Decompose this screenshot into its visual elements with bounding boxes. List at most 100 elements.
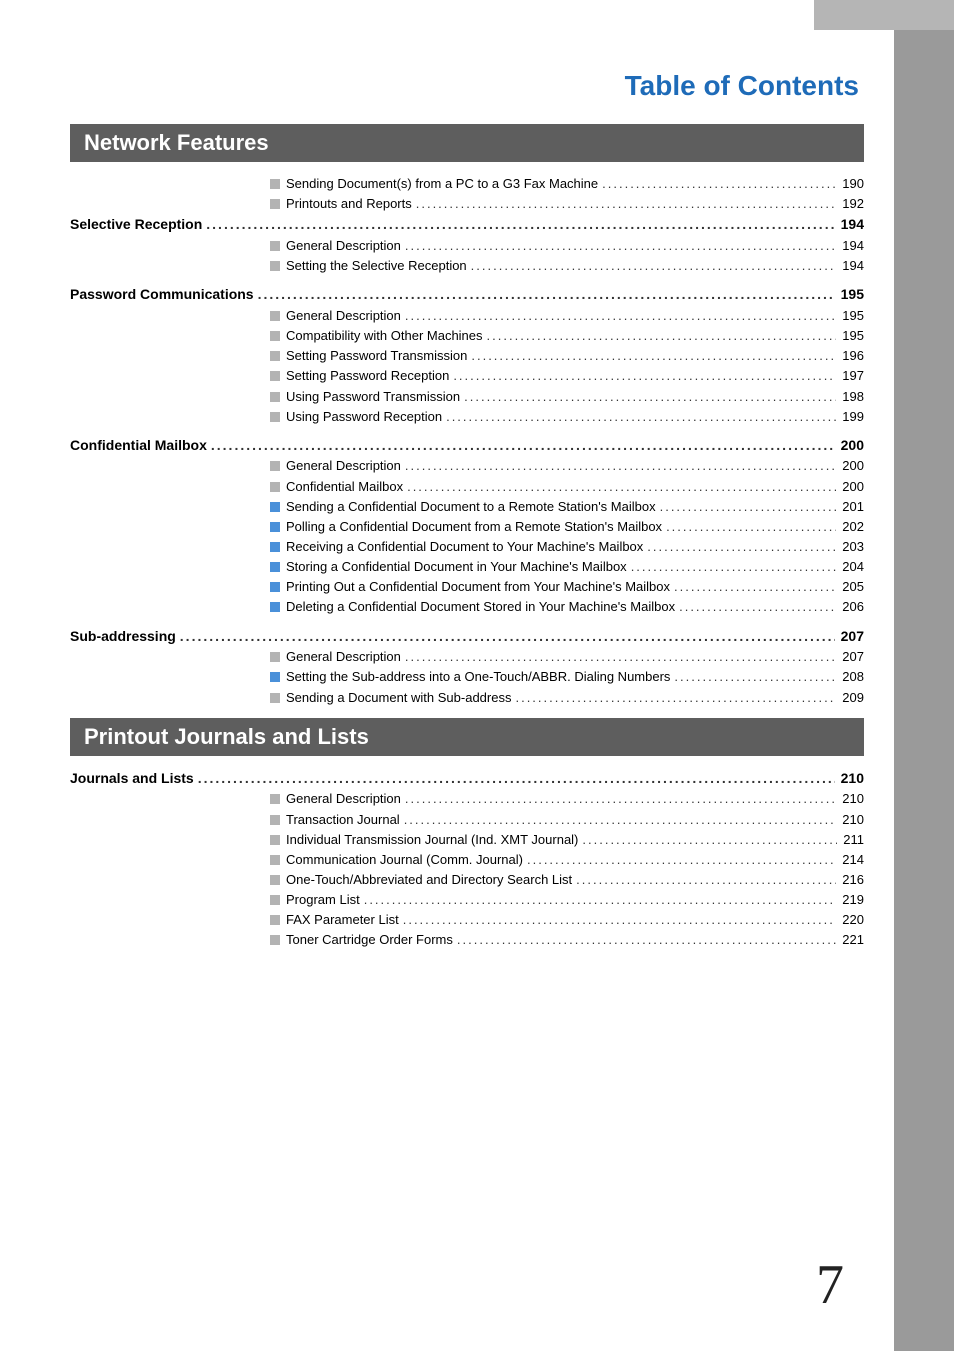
page-content: Table of Contents Network FeaturesSendin… bbox=[0, 0, 954, 999]
toc-sub-item[interactable]: General Description 200 bbox=[70, 456, 864, 476]
leader-dots bbox=[442, 407, 836, 427]
toc-sub-item[interactable]: General Description207 bbox=[70, 647, 864, 667]
bullet-icon bbox=[270, 895, 280, 905]
toc-label: General Description bbox=[286, 236, 401, 256]
toc-label: Storing a Confidential Document in Your … bbox=[286, 557, 627, 577]
toc-group: Selective Reception 194General Descripti… bbox=[70, 214, 864, 276]
toc-label: Sending a Confidential Document to a Rem… bbox=[286, 497, 656, 517]
toc-page: 205 bbox=[836, 577, 864, 597]
bullet-icon bbox=[270, 915, 280, 925]
toc-page: 196 bbox=[836, 346, 864, 366]
toc-main-item[interactable]: Confidential Mailbox 200 bbox=[70, 435, 864, 457]
toc-page: 190 bbox=[836, 174, 864, 194]
toc-sub-item[interactable]: Printouts and Reports192 bbox=[70, 194, 864, 214]
toc-label: Setting Password Reception bbox=[286, 366, 449, 386]
toc-label: General Description bbox=[286, 647, 401, 667]
toc-page: 206 bbox=[836, 597, 864, 617]
toc-page: 209 bbox=[836, 688, 864, 708]
toc-page: 214 bbox=[836, 850, 864, 870]
leader-dots bbox=[194, 768, 835, 790]
bullet-icon bbox=[270, 693, 280, 703]
toc-page: 192 bbox=[836, 194, 864, 214]
toc-sub-item[interactable]: General Description195 bbox=[70, 306, 864, 326]
bullet-icon bbox=[270, 652, 280, 662]
toc-label: Confidential Mailbox bbox=[70, 435, 207, 457]
toc-sub-item[interactable]: FAX Parameter List220 bbox=[70, 910, 864, 930]
toc-label: Setting the Sub-address into a One-Touch… bbox=[286, 667, 670, 687]
toc-sub-item[interactable]: Storing a Confidential Document in Your … bbox=[70, 557, 864, 577]
toc-page: 200 bbox=[836, 456, 864, 476]
toc-sub-item[interactable]: Setting Password Reception 197 bbox=[70, 366, 864, 386]
toc-label: Printing Out a Confidential Document fro… bbox=[286, 577, 670, 597]
leader-dots bbox=[401, 236, 836, 256]
toc-label: General Description bbox=[286, 456, 401, 476]
toc-page: 198 bbox=[836, 387, 864, 407]
leader-dots bbox=[360, 890, 837, 910]
toc-group: Confidential Mailbox 200General Descript… bbox=[70, 435, 864, 618]
toc-label: General Description bbox=[286, 306, 401, 326]
toc-sub-item[interactable]: Polling a Confidential Document from a R… bbox=[70, 517, 864, 537]
toc-page: 210 bbox=[835, 768, 864, 790]
toc-sub-item[interactable]: Confidential Mailbox200 bbox=[70, 477, 864, 497]
toc-sub-item[interactable]: Sending Document(s) from a PC to a G3 Fa… bbox=[70, 174, 864, 194]
leader-dots bbox=[401, 789, 836, 809]
toc-sub-item[interactable]: Transaction Journal 210 bbox=[70, 810, 864, 830]
leader-dots bbox=[662, 517, 836, 537]
page-title: Table of Contents bbox=[70, 70, 864, 102]
toc-sub-item[interactable]: Setting the Selective Reception194 bbox=[70, 256, 864, 276]
bullet-icon bbox=[270, 331, 280, 341]
toc-page: 207 bbox=[835, 626, 864, 648]
toc-sub-item[interactable]: Program List219 bbox=[70, 890, 864, 910]
toc-sub-item[interactable]: Deleting a Confidential Document Stored … bbox=[70, 597, 864, 617]
toc-sub-item[interactable]: Compatibility with Other Machines195 bbox=[70, 326, 864, 346]
toc-sub-item[interactable]: Sending a Confidential Document to a Rem… bbox=[70, 497, 864, 517]
toc-page: 194 bbox=[836, 256, 864, 276]
toc-sub-item[interactable]: One-Touch/Abbreviated and Directory Sear… bbox=[70, 870, 864, 890]
bullet-icon bbox=[270, 241, 280, 251]
toc-sub-item[interactable]: Using Password Reception199 bbox=[70, 407, 864, 427]
leader-dots bbox=[670, 667, 836, 687]
toc-main-item[interactable]: Selective Reception 194 bbox=[70, 214, 864, 236]
section-header: Printout Journals and Lists bbox=[70, 718, 864, 756]
toc-sub-item[interactable]: Receiving a Confidential Document to You… bbox=[70, 537, 864, 557]
toc-sub-item[interactable]: General Description194 bbox=[70, 236, 864, 256]
toc-main-item[interactable]: Password Communications 195 bbox=[70, 284, 864, 306]
toc-sub-item[interactable]: Using Password Transmission198 bbox=[70, 387, 864, 407]
toc-label: Polling a Confidential Document from a R… bbox=[286, 517, 662, 537]
bullet-icon bbox=[270, 502, 280, 512]
toc-sub-item[interactable]: Sending a Document with Sub-address 209 bbox=[70, 688, 864, 708]
toc-page: 197 bbox=[836, 366, 864, 386]
toc-sub-item[interactable]: Setting the Sub-address into a One-Touch… bbox=[70, 667, 864, 687]
toc-label: Selective Reception bbox=[70, 214, 202, 236]
toc-sub-item[interactable]: Communication Journal (Comm. Journal) 214 bbox=[70, 850, 864, 870]
toc-label: General Description bbox=[286, 789, 401, 809]
bullet-icon bbox=[270, 875, 280, 885]
toc-page: 200 bbox=[835, 435, 864, 457]
toc-label: Communication Journal (Comm. Journal) bbox=[286, 850, 523, 870]
toc-sub-item[interactable]: General Description210 bbox=[70, 789, 864, 809]
bullet-icon bbox=[270, 935, 280, 945]
bullet-icon bbox=[270, 815, 280, 825]
bullet-icon bbox=[270, 412, 280, 422]
toc-main-item[interactable]: Sub-addressing 207 bbox=[70, 626, 864, 648]
toc-page: 210 bbox=[836, 810, 864, 830]
leader-dots bbox=[400, 810, 837, 830]
leader-dots bbox=[401, 306, 836, 326]
toc-page: 208 bbox=[836, 667, 864, 687]
toc-sub-item[interactable]: Printing Out a Confidential Document fro… bbox=[70, 577, 864, 597]
leader-dots bbox=[656, 497, 837, 517]
toc-label: Toner Cartridge Order Forms bbox=[286, 930, 453, 950]
toc-sub-item[interactable]: Toner Cartridge Order Forms 221 bbox=[70, 930, 864, 950]
toc-label: Sending a Document with Sub-address bbox=[286, 688, 511, 708]
toc-label: Transaction Journal bbox=[286, 810, 400, 830]
toc-main-item[interactable]: Journals and Lists 210 bbox=[70, 768, 864, 790]
toc-label: Setting Password Transmission bbox=[286, 346, 467, 366]
bullet-icon bbox=[270, 461, 280, 471]
toc-label: Deleting a Confidential Document Stored … bbox=[286, 597, 675, 617]
leader-dots bbox=[523, 850, 836, 870]
bullet-icon bbox=[270, 542, 280, 552]
toc-page: 201 bbox=[836, 497, 864, 517]
toc-sub-item[interactable]: Individual Transmission Journal (Ind. XM… bbox=[70, 830, 864, 850]
toc-sub-item[interactable]: Setting Password Transmission 196 bbox=[70, 346, 864, 366]
toc-page: 221 bbox=[836, 930, 864, 950]
